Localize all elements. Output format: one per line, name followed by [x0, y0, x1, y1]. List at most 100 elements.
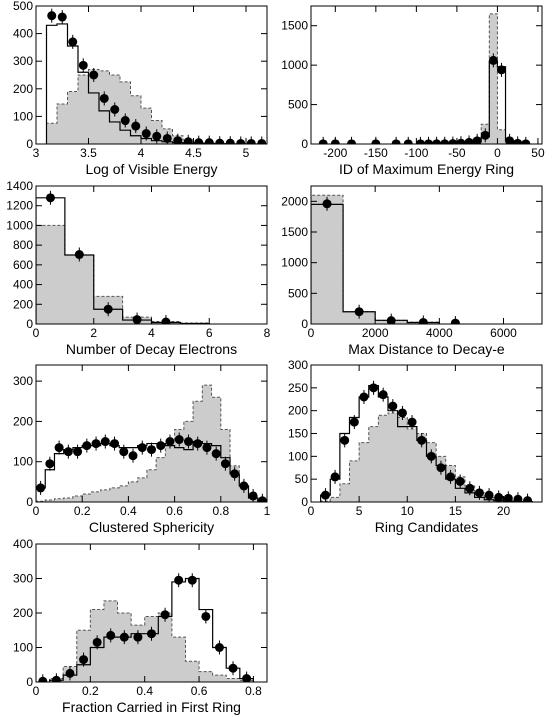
data-point — [160, 610, 170, 620]
x-axis-title: Ring Candidates — [375, 519, 479, 535]
data-point — [354, 307, 364, 317]
x-tick-label: 50 — [531, 146, 545, 160]
y-tick-label: 1000 — [6, 218, 33, 232]
x-tick-label: 20 — [497, 504, 511, 518]
data-point — [183, 437, 193, 447]
x-axis-title: Fraction Carried in First Ring — [62, 699, 241, 715]
x-tick-label: 2 — [90, 326, 97, 340]
data-point — [446, 472, 456, 482]
x-tick-label: 6000 — [490, 326, 517, 340]
x-tick-label: 0.6 — [191, 684, 208, 698]
plot-area — [318, 13, 531, 144]
outline-histogram — [320, 384, 533, 502]
y-tick-label: 600 — [13, 258, 33, 272]
x-tick-label: 3.5 — [80, 146, 97, 160]
data-point — [204, 138, 214, 144]
outline-histogram — [36, 197, 210, 324]
data-point — [133, 632, 143, 642]
x-tick-label: 0 — [33, 326, 40, 340]
data-point — [464, 137, 474, 144]
data-point — [63, 447, 73, 457]
x-tick-label: 0.2 — [74, 504, 91, 518]
data-point — [79, 655, 89, 665]
shaded-histogram — [46, 68, 267, 144]
data-point — [340, 435, 350, 445]
data-point — [472, 136, 482, 144]
data-point — [38, 676, 48, 682]
data-point — [369, 383, 379, 393]
data-point — [455, 476, 465, 486]
data-point — [193, 439, 203, 449]
data-point — [330, 472, 340, 482]
data-point — [320, 490, 330, 500]
y-tick-label: 300 — [13, 572, 33, 586]
shaded-histogram — [464, 13, 523, 144]
plot-area — [38, 573, 255, 682]
x-tick-label: 0.4 — [120, 504, 137, 518]
y-tick-label: 150 — [288, 427, 308, 441]
data-point — [417, 435, 427, 445]
y-tick-label: 200 — [288, 404, 308, 418]
data-point — [141, 129, 151, 139]
data-point — [407, 417, 417, 427]
data-point — [436, 463, 446, 473]
data-point — [215, 138, 225, 144]
data-point — [465, 483, 475, 493]
plot-frame — [310, 185, 543, 325]
data-point — [318, 139, 328, 144]
data-point — [347, 139, 357, 144]
data-point — [68, 37, 78, 47]
y-tick-label: 0 — [26, 495, 33, 509]
data-point — [248, 491, 258, 501]
y-tick-label: 1000 — [281, 256, 308, 270]
data-point — [488, 55, 498, 65]
data-point — [202, 443, 212, 453]
data-point — [257, 138, 267, 144]
x-tick-label: 0 — [33, 684, 40, 698]
data-point — [415, 139, 425, 144]
x-tick-label: 0 — [33, 504, 40, 518]
data-point — [156, 441, 166, 451]
x-tick-label: 5 — [243, 146, 250, 160]
data-point — [100, 437, 110, 447]
data-point — [45, 459, 55, 469]
x-tick-label: 2000 — [362, 326, 389, 340]
y-tick-label: 100 — [13, 455, 33, 469]
data-point — [47, 11, 57, 21]
chart-panel-1: 3 3.5 4 4.5 5 0 100 200 300 400 500 Log of Visible … — [13, 0, 268, 177]
y-tick-label: 500 — [13, 0, 33, 13]
data-point — [456, 138, 466, 144]
data-point — [119, 632, 129, 642]
y-tick-label: 300 — [288, 358, 308, 372]
data-point — [91, 439, 101, 449]
data-point — [521, 139, 531, 144]
y-tick-label: 0 — [26, 137, 33, 151]
data-point — [424, 139, 434, 144]
data-point — [496, 65, 506, 75]
x-tick-label: -100 — [404, 146, 428, 160]
chart-panel-3: 0 2 4 6 8 0 200 400 600 800 1000 1200 1400 Number of … — [6, 179, 270, 357]
data-point — [505, 136, 515, 144]
data-point — [494, 492, 504, 502]
data-point — [73, 447, 83, 457]
data-point — [513, 138, 523, 144]
data-point — [187, 575, 197, 585]
x-tick-label: 0.2 — [82, 684, 99, 698]
data-point — [103, 304, 113, 314]
x-tick-label: 4 — [138, 146, 145, 160]
data-point — [220, 459, 230, 469]
plot-area — [45, 8, 267, 144]
x-tick-label: -200 — [323, 146, 347, 160]
y-tick-label: 1000 — [281, 58, 308, 72]
data-point — [194, 138, 204, 144]
x-tick-label: 0 — [308, 326, 315, 340]
data-point — [513, 494, 523, 502]
shaded-histogram — [320, 412, 533, 502]
data-point — [503, 493, 513, 502]
data-point — [174, 575, 184, 585]
y-tick-label: 0 — [301, 495, 308, 509]
